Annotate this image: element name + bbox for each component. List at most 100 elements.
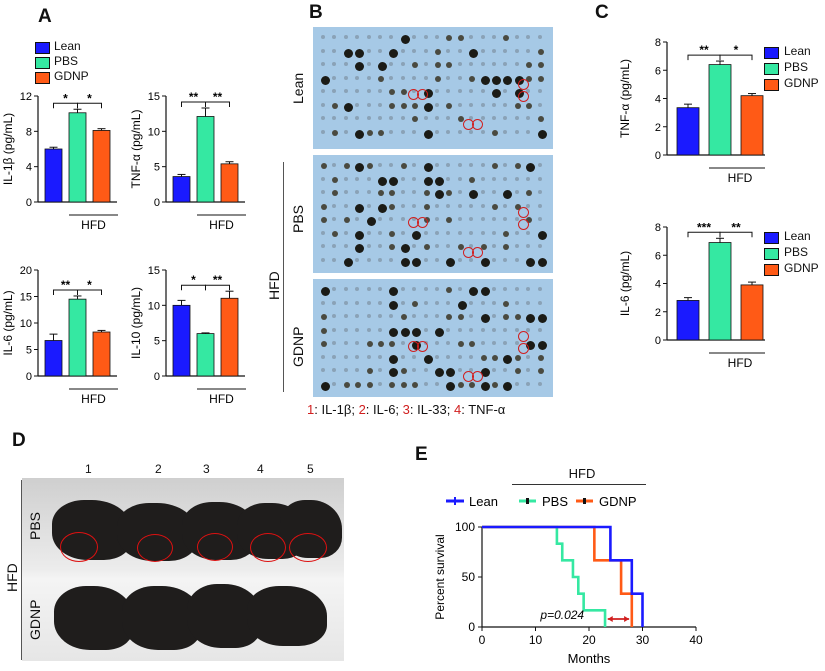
array-spot <box>492 300 496 305</box>
caption-num: 4 <box>453 402 462 417</box>
array-spot <box>366 257 371 262</box>
array-spot <box>400 48 405 53</box>
array-spot <box>457 89 462 93</box>
array-spot <box>332 314 337 318</box>
array-spot <box>389 102 396 109</box>
array-spot <box>435 287 439 291</box>
array-spot <box>469 203 474 208</box>
photo-hfd-label: HFD <box>4 563 20 592</box>
array-spot <box>480 89 485 93</box>
array-spot <box>321 203 327 210</box>
array-spot <box>343 176 348 181</box>
array-spot <box>332 62 337 66</box>
array-spot <box>435 368 444 377</box>
array-spot <box>537 116 544 122</box>
array-spot <box>457 129 462 134</box>
array-spot <box>423 89 433 98</box>
array-spot <box>321 300 325 305</box>
array-spot <box>446 129 451 134</box>
array-spot <box>400 327 410 337</box>
array-spot <box>366 327 371 332</box>
array-spot <box>332 230 339 237</box>
bar-lean <box>676 107 700 156</box>
bar-lean <box>44 340 63 377</box>
array-spot <box>366 341 373 347</box>
array-spot <box>446 327 451 332</box>
array-spot <box>446 287 453 293</box>
array-spot <box>343 257 353 267</box>
cytokine-marker <box>472 247 483 258</box>
chart-a-tnfa: 0 5 10 15 TNF-α (pg/mL) HFD ** ** <box>129 90 246 232</box>
array-spot <box>332 190 339 196</box>
array-spot <box>514 116 519 120</box>
legend-swatch-gdnp <box>35 72 50 84</box>
array-spot <box>400 244 410 253</box>
array-spot <box>503 341 508 345</box>
array-spot <box>355 368 360 372</box>
array-spot <box>526 203 531 208</box>
array-spot <box>469 116 474 120</box>
array-spot <box>469 300 474 305</box>
blot-gdnp <box>313 279 553 397</box>
array-spot <box>526 300 531 305</box>
array-spot <box>526 368 531 372</box>
array-spot <box>492 163 498 169</box>
array-spot <box>503 102 508 107</box>
array-spot <box>526 327 531 332</box>
cytokine-marker <box>417 341 428 352</box>
array-spot <box>492 368 496 372</box>
array-spot <box>503 368 508 372</box>
y-tick-label: 5 <box>154 162 160 174</box>
array-spot <box>446 75 451 80</box>
array-spot <box>446 217 453 223</box>
array-spot <box>378 257 382 262</box>
mouse-col-1: 1 <box>85 462 92 476</box>
array-spot <box>321 163 327 169</box>
array-spot <box>400 116 405 120</box>
array-spot <box>514 300 519 305</box>
array-spot <box>435 354 439 359</box>
array-spot <box>537 230 547 240</box>
array-spot <box>514 62 519 66</box>
array-spot <box>366 354 371 359</box>
array-spot <box>469 75 476 82</box>
array-spot <box>366 230 371 235</box>
array-spot <box>514 176 519 181</box>
survival-hfd-line <box>512 484 646 485</box>
array-spot <box>332 116 337 120</box>
array-spot <box>537 287 542 291</box>
sig-label: ** <box>61 278 71 292</box>
array-spot <box>480 203 485 208</box>
array-spot <box>321 257 325 262</box>
sig-bracket <box>719 231 753 238</box>
array-spot <box>423 354 433 364</box>
y-tick-label: 6 <box>655 65 661 77</box>
array-spot <box>480 327 485 332</box>
array-spot <box>537 35 542 39</box>
array-spot <box>514 163 521 169</box>
array-spot <box>343 163 350 169</box>
array-spot <box>423 368 428 372</box>
y-tick-label: 5 <box>26 345 32 357</box>
legend-label-lean: Lean <box>54 39 81 53</box>
legend-label-pbs: PBS <box>784 245 809 259</box>
array-spot <box>435 300 439 305</box>
array-spot <box>366 203 371 208</box>
array-spot <box>389 176 399 186</box>
array-spot <box>435 381 439 386</box>
array-spot <box>343 217 350 223</box>
array-spot <box>400 89 407 95</box>
array-spot <box>366 163 373 169</box>
array-spot <box>446 300 451 305</box>
array-spot <box>355 48 365 58</box>
sig-label: * <box>87 91 92 105</box>
array-spot <box>366 368 373 374</box>
array-spot <box>343 102 353 112</box>
blot-lean <box>313 27 553 149</box>
arrow-head-left <box>607 616 613 622</box>
legend-swatch-pbs <box>35 57 50 69</box>
bar-pbs <box>68 112 87 203</box>
array-spot <box>492 354 498 361</box>
mouse-image <box>247 586 327 646</box>
array-spot <box>355 354 360 359</box>
